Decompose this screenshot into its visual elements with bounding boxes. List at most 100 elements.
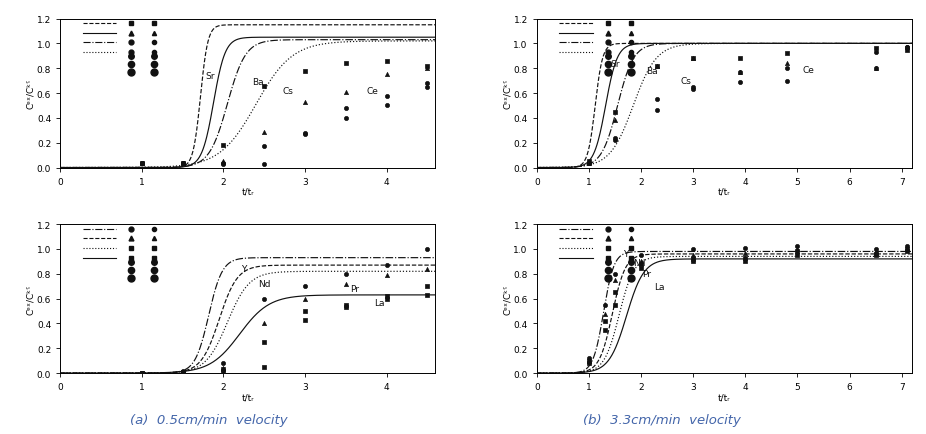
X-axis label: t/tᵣ: t/tᵣ [719,393,731,401]
X-axis label: t/tᵣ: t/tᵣ [719,187,731,197]
Point [216,142,231,149]
Point [216,160,231,167]
Point [732,69,747,76]
Point [899,45,914,52]
Point [582,160,596,167]
Point [582,158,596,165]
Point [134,370,149,377]
Point [597,310,612,317]
Point [869,252,883,259]
Point [257,129,271,136]
Point [790,248,805,255]
Point [869,248,883,255]
Text: Ce: Ce [803,66,815,75]
Point [780,78,795,85]
Point [216,365,231,372]
Point [379,262,394,269]
Point [297,99,312,106]
Text: (b)  3.3cm/min  velocity: (b) 3.3cm/min velocity [583,413,741,426]
Point [216,366,231,373]
Point [257,320,271,327]
Point [257,144,271,151]
Text: La: La [654,282,665,291]
Point [899,246,914,253]
Text: Ba: Ba [646,67,657,76]
Text: Sr: Sr [206,72,215,81]
Point [633,252,648,259]
Point [899,45,914,52]
Point [780,66,795,72]
Point [175,160,190,167]
Point [582,357,596,364]
Point [134,160,149,167]
Text: Y: Y [623,250,628,259]
Point [338,271,353,278]
Y-axis label: Cᵉˣ/Cᵏˤ: Cᵉˣ/Cᵏˤ [503,284,512,314]
Point [338,302,353,309]
Point [338,281,353,288]
Text: Pr: Pr [642,270,651,279]
Text: Nd: Nd [257,279,270,289]
Point [134,160,149,167]
Point [649,63,664,70]
Point [780,51,795,58]
Text: Y: Y [242,265,246,274]
Y-axis label: Cᵉˣ/Cᵏˤ: Cᵉˣ/Cᵏˤ [27,79,35,109]
Point [134,160,149,167]
Point [607,138,622,145]
Point [175,368,190,375]
Point [216,360,231,367]
X-axis label: t/tᵣ: t/tᵣ [242,187,254,197]
Point [419,63,434,70]
Point [216,161,231,168]
Point [869,46,883,53]
Point [899,47,914,54]
Point [607,289,622,296]
Point [134,370,149,377]
Point [297,68,312,75]
Point [869,251,883,258]
Text: Nd: Nd [633,259,645,267]
Text: Sr: Sr [611,59,620,69]
Point [297,308,312,315]
Point [899,243,914,250]
Point [899,45,914,52]
Point [582,360,596,367]
Point [419,246,434,253]
Text: Cs: Cs [681,77,691,86]
Point [633,258,648,265]
Point [732,69,747,76]
Point [379,296,394,302]
Text: (a)  0.5cm/min  velocity: (a) 0.5cm/min velocity [130,413,287,426]
Point [899,246,914,253]
Point [216,158,231,165]
Point [379,93,394,100]
Point [633,264,648,271]
Point [738,255,753,262]
Point [607,135,622,142]
Point [379,293,394,300]
Point [379,272,394,279]
Point [686,258,701,265]
Point [419,292,434,299]
Point [175,368,190,375]
Point [338,304,353,311]
Point [686,56,701,62]
Point [297,316,312,323]
Point [732,79,747,86]
Point [738,258,753,265]
Y-axis label: Cᵉˣ/Cᵏˤ: Cᵉˣ/Cᵏˤ [27,284,35,314]
Point [257,83,271,90]
Point [582,160,596,167]
Point [649,96,664,103]
Point [134,370,149,377]
Point [686,56,701,62]
Point [419,266,434,273]
Point [419,66,434,72]
Point [297,131,312,138]
Text: Ba: Ba [252,78,264,87]
Point [582,355,596,362]
Point [869,49,883,56]
Point [732,56,747,62]
Point [780,61,795,68]
